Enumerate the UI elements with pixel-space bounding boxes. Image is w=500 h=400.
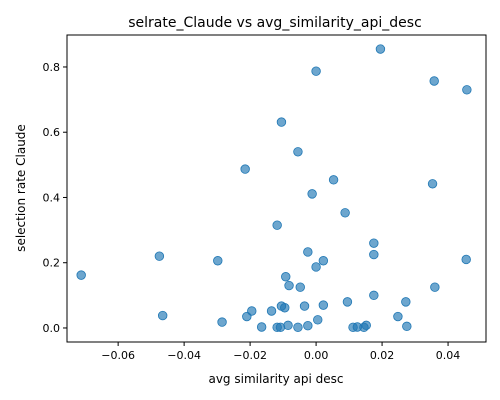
data-point	[461, 254, 471, 265]
data-point	[154, 251, 165, 261]
data-point	[281, 272, 291, 282]
data-point	[318, 300, 329, 310]
data-point	[275, 322, 286, 333]
data-point	[369, 290, 379, 301]
data-point	[328, 175, 339, 185]
data-points	[76, 44, 472, 333]
data-point	[280, 303, 290, 313]
data-point	[462, 85, 472, 95]
y-axis-label: selection rate Claude	[14, 124, 28, 252]
data-point	[213, 256, 223, 266]
y-tick-label: 0.0	[43, 322, 61, 335]
data-point	[340, 208, 350, 218]
plot-frame	[66, 34, 487, 343]
data-point	[276, 117, 287, 127]
x-tick-label: −0.04	[167, 349, 201, 362]
chart-title: selrate_Claude vs avg_similarity_api_des…	[128, 15, 422, 31]
data-point	[375, 44, 386, 54]
data-point	[240, 164, 250, 174]
data-point	[342, 297, 353, 307]
data-point	[313, 315, 323, 325]
x-tick-label: 0.00	[304, 349, 329, 362]
data-point	[369, 249, 379, 260]
data-point	[299, 301, 310, 311]
data-point	[272, 220, 282, 230]
data-point	[318, 256, 329, 266]
x-tick-label: 0.04	[436, 349, 461, 362]
data-point	[295, 282, 305, 292]
data-point	[311, 66, 321, 76]
data-point	[429, 76, 439, 86]
data-point	[307, 189, 317, 199]
data-point	[359, 322, 369, 333]
data-point	[266, 306, 277, 316]
data-point	[217, 317, 227, 327]
data-point	[293, 322, 303, 333]
data-point	[157, 310, 168, 321]
y-tick-label: 0.8	[43, 61, 61, 74]
data-point	[76, 270, 86, 280]
x-tick-label: −0.02	[233, 349, 267, 362]
x-tick-label: 0.02	[370, 349, 395, 362]
data-point	[427, 179, 438, 189]
data-point	[242, 311, 252, 322]
y-tick-label: 0.2	[43, 257, 61, 270]
data-point	[293, 147, 303, 157]
data-point	[256, 322, 267, 332]
data-point	[311, 262, 321, 272]
data-point	[303, 247, 313, 257]
x-tick-label: −0.06	[101, 349, 135, 362]
x-axis-ticks: −0.06 −0.04 −0.02 0.00 0.02 0.04	[101, 342, 460, 362]
data-point	[369, 238, 379, 248]
data-point	[402, 321, 412, 332]
data-point	[430, 282, 440, 292]
data-point	[303, 320, 313, 331]
data-point	[401, 297, 411, 307]
data-point	[393, 311, 403, 322]
y-axis-ticks: 0.0 0.2 0.4 0.6 0.8	[43, 61, 67, 335]
x-axis-label: avg similarity api desc	[208, 372, 343, 386]
y-tick-label: 0.4	[43, 191, 61, 204]
data-point	[284, 280, 294, 291]
y-tick-label: 0.6	[43, 126, 61, 139]
